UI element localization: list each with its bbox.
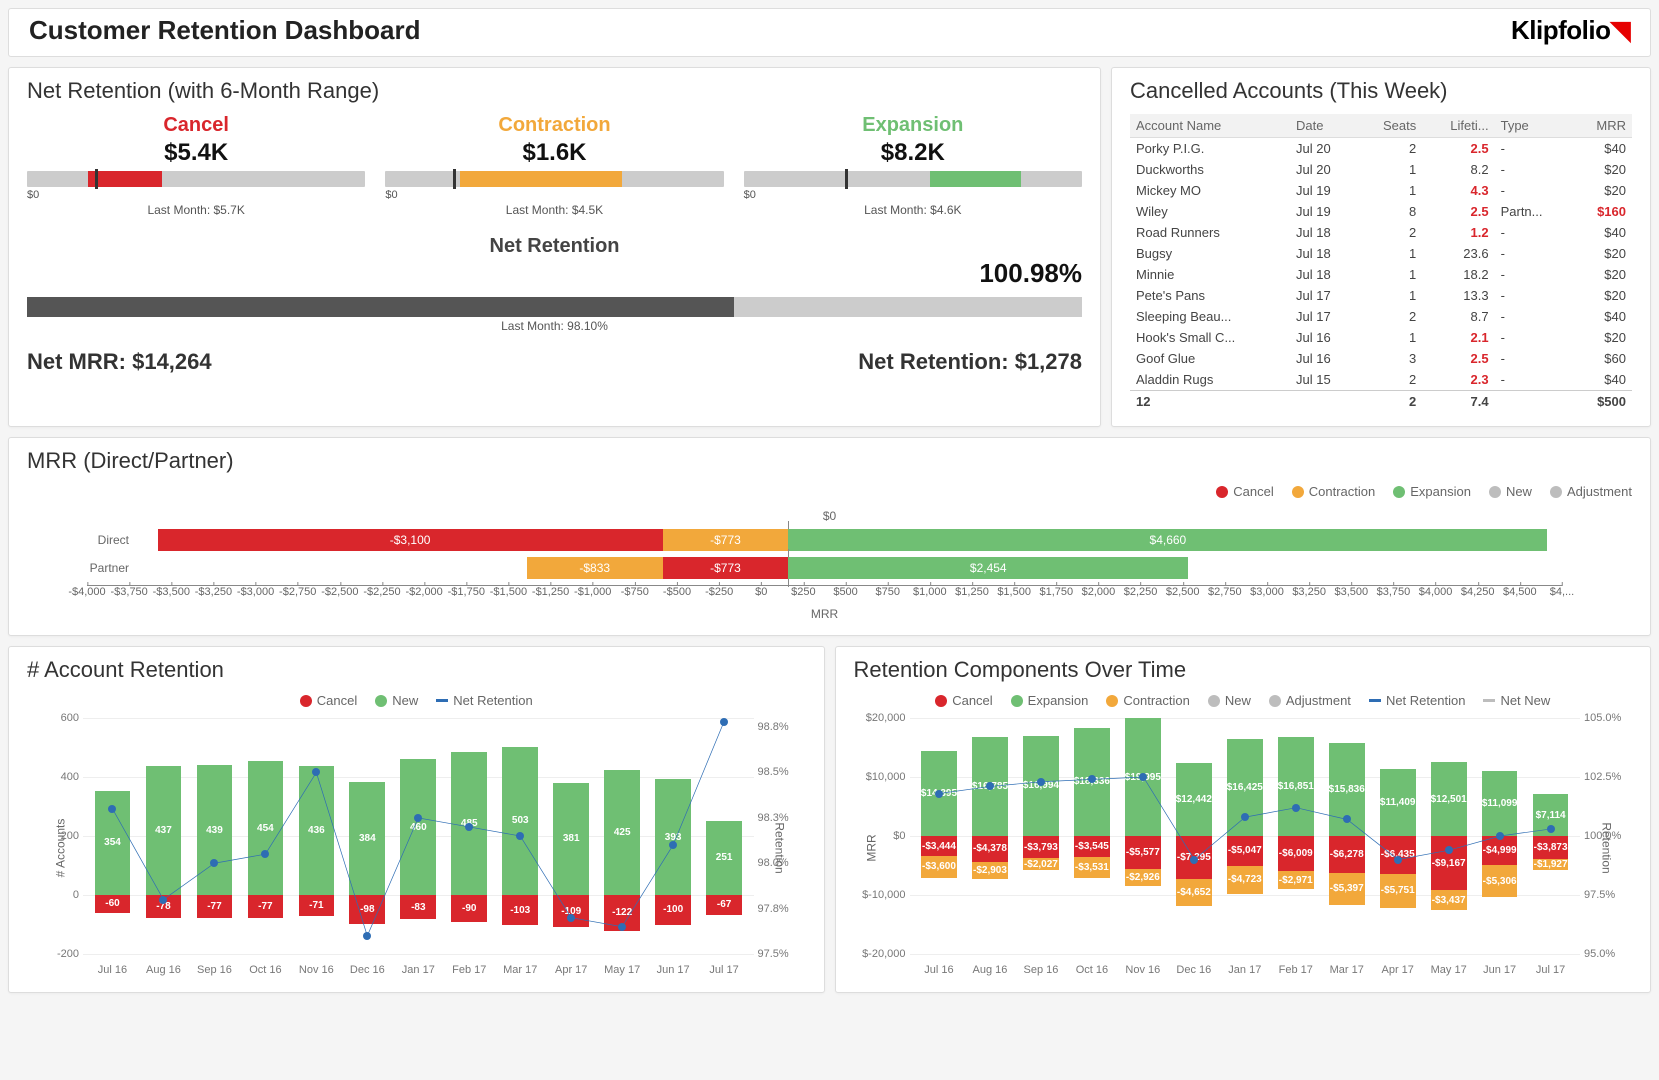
legend-item[interactable]: New <box>375 693 418 708</box>
net-mrr: Net MRR: $14,264 <box>27 349 212 375</box>
card-title: Cancelled Accounts (This Week) <box>1130 78 1632 104</box>
col-header[interactable]: Lifeti... <box>1422 114 1494 138</box>
mrr-direct-partner-card: MRR (Direct/Partner) Cancel Contraction Ex… <box>8 437 1651 636</box>
legend-item[interactable]: Net New <box>1483 693 1550 708</box>
overall-bar <box>27 297 1082 317</box>
legend-item[interactable]: Cancel <box>300 693 357 708</box>
zero-label: $0 <box>27 509 1632 523</box>
overall-last-month: Last Month: 98.10% <box>27 319 1082 333</box>
table-row[interactable]: DuckworthsJul 20 1 8.2 - $20 <box>1130 159 1632 180</box>
chart-column[interactable]: $16,425-$5,047-$4,723 <box>1219 718 1270 954</box>
chart-column[interactable]: 425-122 <box>597 718 648 954</box>
overall-value: 100.98% <box>27 258 1082 289</box>
table-row[interactable]: MinnieJul 18 1 18.2 - $20 <box>1130 264 1632 285</box>
brand-logo: Klipfolio◥ <box>1511 15 1630 46</box>
cancelled-accounts-card: Cancelled Accounts (This Week) Account N… <box>1111 67 1651 427</box>
legend-item[interactable]: Adjustment <box>1269 693 1351 708</box>
chart-column[interactable]: $11,409-$6,435-$5,751 <box>1372 718 1423 954</box>
bullet-cancel: Cancel $5.4K $0 Last Month: $5.7K <box>27 114 365 217</box>
table-row[interactable]: Pete's PansJul 17 1 13.3 - $20 <box>1130 285 1632 306</box>
card-title: Net Retention (with 6-Month Range) <box>27 78 1082 104</box>
chart-column[interactable]: 485-90 <box>444 718 495 954</box>
legend-item[interactable]: Cancel <box>935 693 992 708</box>
col-header[interactable]: Seats <box>1357 114 1422 138</box>
chart-column[interactable]: 503-103 <box>495 718 546 954</box>
account-retention-card: # Account Retention Cancel New Net Retenti… <box>8 646 825 993</box>
chart-column[interactable]: 436-71 <box>291 718 342 954</box>
legend-item[interactable]: New <box>1489 484 1532 499</box>
chart-column[interactable]: 454-77 <box>240 718 291 954</box>
chart-column[interactable]: $16,851-$6,009-$2,971 <box>1270 718 1321 954</box>
hbar-row: Direct-$3,100-$773$4,660 <box>87 529 1562 551</box>
chart-column[interactable]: $16,785-$4,378-$2,903 <box>964 718 1015 954</box>
legend-item[interactable]: Adjustment <box>1550 484 1632 499</box>
chart-column[interactable]: 437-78 <box>138 718 189 954</box>
dashboard: Customer Retention Dashboard Klipfolio◥ … <box>0 0 1659 1001</box>
col-header[interactable]: Account Name <box>1130 114 1290 138</box>
net-retention-card: Net Retention (with 6-Month Range) Cance… <box>8 67 1101 427</box>
legend-item[interactable]: Expansion <box>1011 693 1089 708</box>
table-row[interactable]: Road RunnersJul 18 2 1.2 - $40 <box>1130 222 1632 243</box>
bullet-expansion: Expansion $8.2K $0 Last Month: $4.6K <box>744 114 1082 217</box>
legend-item[interactable]: Expansion <box>1393 484 1471 499</box>
chart-column[interactable]: $7,114-$3,873-$1,927 <box>1525 718 1576 954</box>
retention-components-card: Retention Components Over Time Cancel Exp… <box>835 646 1652 993</box>
hbar-row: Partner-$833-$773$2,454 <box>87 557 1562 579</box>
table-total-row: 1227.4$500 <box>1130 391 1632 413</box>
chart-column[interactable]: $11,099-$4,999-$5,306 <box>1474 718 1525 954</box>
table-row[interactable]: Hook's Small C...Jul 16 1 2.1 - $20 <box>1130 327 1632 348</box>
header: Customer Retention Dashboard Klipfolio◥ <box>8 8 1651 57</box>
chart-column[interactable]: 439-77 <box>189 718 240 954</box>
cancelled-table: Account NameDateSeatsLifeti...TypeMRR Po… <box>1130 114 1632 412</box>
legend-item[interactable]: Net Retention <box>1369 693 1466 708</box>
col-header[interactable]: Date <box>1290 114 1357 138</box>
legend-item[interactable]: Cancel <box>1216 484 1273 499</box>
table-row[interactable]: WileyJul 19 8 2.5 Partn... $160 <box>1130 201 1632 222</box>
net-retention-value: Net Retention: $1,278 <box>858 349 1082 375</box>
card-title: MRR (Direct/Partner) <box>27 448 1632 474</box>
table-row[interactable]: Aladdin RugsJul 15 2 2.3 - $40 <box>1130 369 1632 391</box>
chart-column[interactable]: $19,995-$5,577-$2,926 <box>1117 718 1168 954</box>
col-header[interactable]: Type <box>1495 114 1573 138</box>
table-row[interactable]: Goof GlueJul 16 3 2.5 - $60 <box>1130 348 1632 369</box>
card-title: # Account Retention <box>27 657 806 683</box>
page-title: Customer Retention Dashboard <box>29 15 421 46</box>
chart-column[interactable]: 393-100 <box>648 718 699 954</box>
table-row[interactable]: BugsyJul 18 1 23.6 - $20 <box>1130 243 1632 264</box>
axis-title: MRR <box>87 607 1562 621</box>
chart-column[interactable]: 381-109 <box>546 718 597 954</box>
card-title: Retention Components Over Time <box>854 657 1633 683</box>
chart-column[interactable]: 384-98 <box>342 718 393 954</box>
table-row[interactable]: Porky P.I.G.Jul 20 2 2.5 - $40 <box>1130 138 1632 160</box>
chart-column[interactable]: $14,395-$3,444-$3,600 <box>914 718 965 954</box>
chart-column[interactable]: $15,836-$6,278-$5,397 <box>1321 718 1372 954</box>
chart-column[interactable]: $16,994-$3,793-$2,027 <box>1015 718 1066 954</box>
legend-item[interactable]: Contraction <box>1292 484 1375 499</box>
chart-column[interactable]: 354-60 <box>87 718 138 954</box>
chart-column[interactable]: $12,442-$7,295-$4,652 <box>1168 718 1219 954</box>
chart-column[interactable]: 251-67 <box>699 718 750 954</box>
col-header[interactable]: MRR <box>1572 114 1632 138</box>
chart-column[interactable]: $18,336-$3,545-$3,531 <box>1066 718 1117 954</box>
table-row[interactable]: Sleeping Beau...Jul 17 2 8.7 - $40 <box>1130 306 1632 327</box>
table-row[interactable]: Mickey MOJul 19 1 4.3 - $20 <box>1130 180 1632 201</box>
chart-column[interactable]: $12,501-$9,167-$3,437 <box>1423 718 1474 954</box>
bullet-contraction: Contraction $1.6K $0 Last Month: $4.5K <box>385 114 723 217</box>
chart-column[interactable]: 460-83 <box>393 718 444 954</box>
legend-item[interactable]: New <box>1208 693 1251 708</box>
overall-label: Net Retention <box>27 235 1082 258</box>
legend-item[interactable]: Contraction <box>1106 693 1189 708</box>
legend-item[interactable]: Net Retention <box>436 693 533 708</box>
